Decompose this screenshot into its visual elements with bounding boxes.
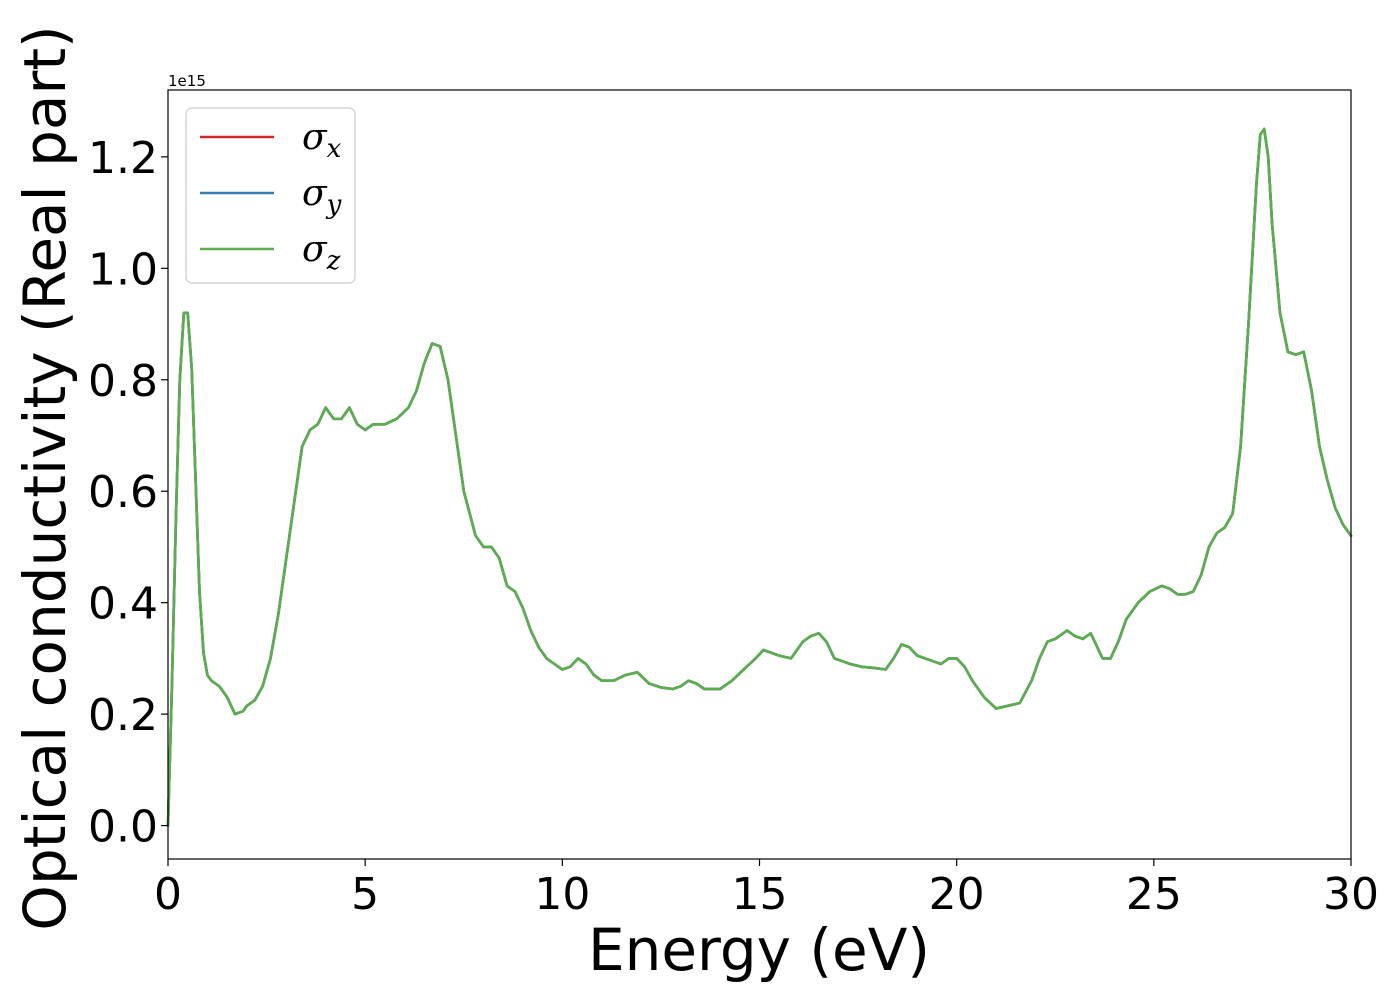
series-line-z: [166, 127, 1353, 827]
y-tick-label: 1.2: [88, 133, 158, 184]
x-axis-title: Energy (eV): [588, 916, 930, 984]
y-tick-label: 0.2: [88, 690, 158, 741]
y-tick-label: 0.8: [88, 356, 158, 407]
legend-frame: [185, 107, 356, 284]
y-tick-label: 0.6: [88, 467, 158, 518]
y-axis-title: Optical conductivity (Real part): [11, 25, 79, 930]
y-tick-label: 1.0: [88, 244, 158, 295]
x-tick-label: 20: [929, 869, 985, 920]
y-tick-label: 0.4: [88, 579, 158, 630]
y-tick-label: 0.0: [88, 802, 158, 853]
y-offset-label: 1e15: [168, 72, 206, 90]
x-tick-label: 10: [534, 869, 590, 920]
axes-layer: 0 5 10 15 20 25 30 0.0 0.2 0.4 0.6 0.8 1.0 1.2: [88, 89, 1379, 920]
x-tick-label: 5: [351, 869, 379, 920]
x-tick-label: 0: [154, 869, 182, 920]
x-tick-label: 25: [1126, 869, 1182, 920]
series-layer: [166, 127, 1353, 827]
x-tick-label: 15: [732, 869, 788, 920]
x-tick-label: 30: [1323, 869, 1379, 920]
